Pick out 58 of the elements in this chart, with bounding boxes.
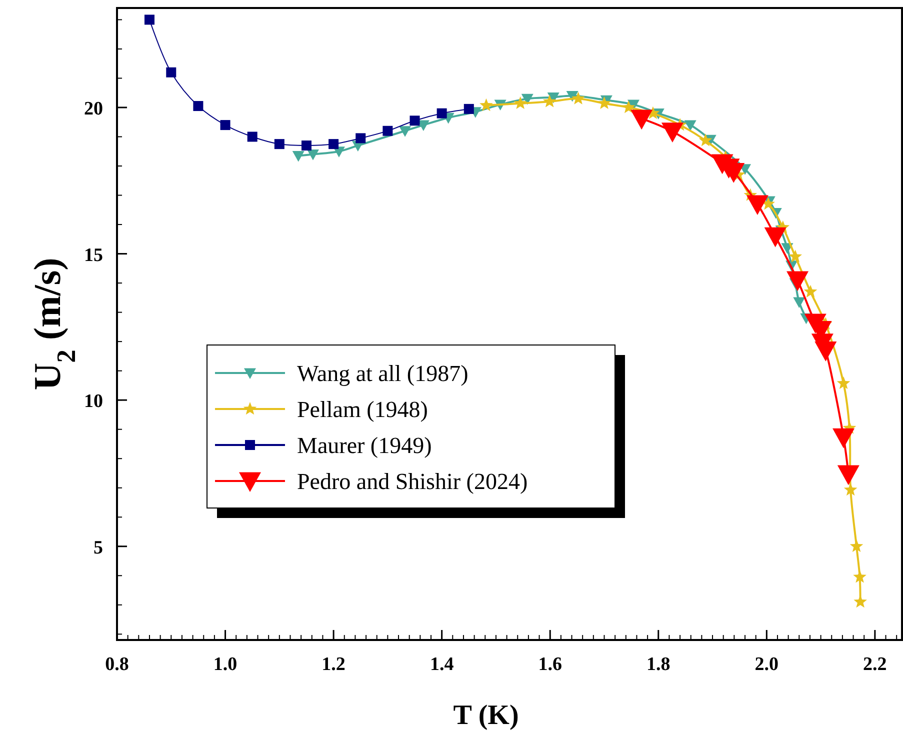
point: [328, 139, 339, 150]
point: [356, 133, 366, 144]
point: [306, 149, 319, 160]
point: [786, 271, 809, 292]
point: [746, 195, 768, 216]
point: [844, 482, 858, 496]
point: [814, 342, 837, 362]
point: [144, 14, 154, 25]
x-tick-label: 1.2: [322, 654, 346, 675]
point: [622, 100, 636, 114]
x-tick-label: 1.0: [213, 654, 238, 675]
point: [301, 140, 312, 151]
x-tick-label: 2.2: [863, 654, 887, 675]
point: [832, 428, 855, 448]
legend-label: Pedro and Shishir (2024): [297, 469, 528, 494]
point: [410, 116, 420, 126]
point: [850, 539, 864, 552]
x-tick-label: 0.8: [105, 654, 129, 675]
point: [166, 67, 176, 78]
point: [804, 284, 818, 298]
point: [837, 465, 860, 486]
x-tick-label: 1.8: [646, 654, 670, 675]
point: [793, 297, 806, 308]
point: [836, 376, 850, 390]
point: [521, 94, 534, 105]
y-tick-label: 5: [94, 537, 103, 558]
legend-label: Wang at all (1987): [297, 361, 468, 386]
point: [292, 150, 304, 162]
y-tick-label: 15: [84, 244, 103, 266]
point: [464, 104, 474, 114]
point: [274, 139, 284, 150]
point: [630, 110, 653, 130]
x-tick-label: 1.4: [430, 654, 454, 675]
point: [399, 126, 412, 137]
point: [542, 94, 556, 108]
point: [193, 101, 204, 112]
point: [762, 197, 775, 210]
y-tick-label: 10: [84, 391, 103, 412]
point: [247, 132, 258, 142]
x-tick-label: 1.6: [538, 654, 562, 675]
point: [382, 126, 393, 136]
y-tick-label: 20: [84, 98, 103, 120]
point: [764, 227, 786, 248]
x-axis-title: T (K): [453, 700, 519, 731]
legend-label: Maurer (1949): [297, 433, 432, 458]
legend-label: Pellam (1948): [297, 397, 428, 422]
point: [853, 570, 866, 583]
point: [698, 134, 712, 146]
point: [788, 250, 802, 262]
point: [436, 108, 447, 118]
point: [220, 120, 230, 130]
point: [480, 98, 493, 112]
point: [598, 96, 611, 110]
point: [661, 122, 684, 142]
x-tick-label: 2.0: [754, 654, 779, 675]
point: [572, 92, 585, 104]
point: [514, 96, 527, 110]
point: [684, 120, 696, 132]
